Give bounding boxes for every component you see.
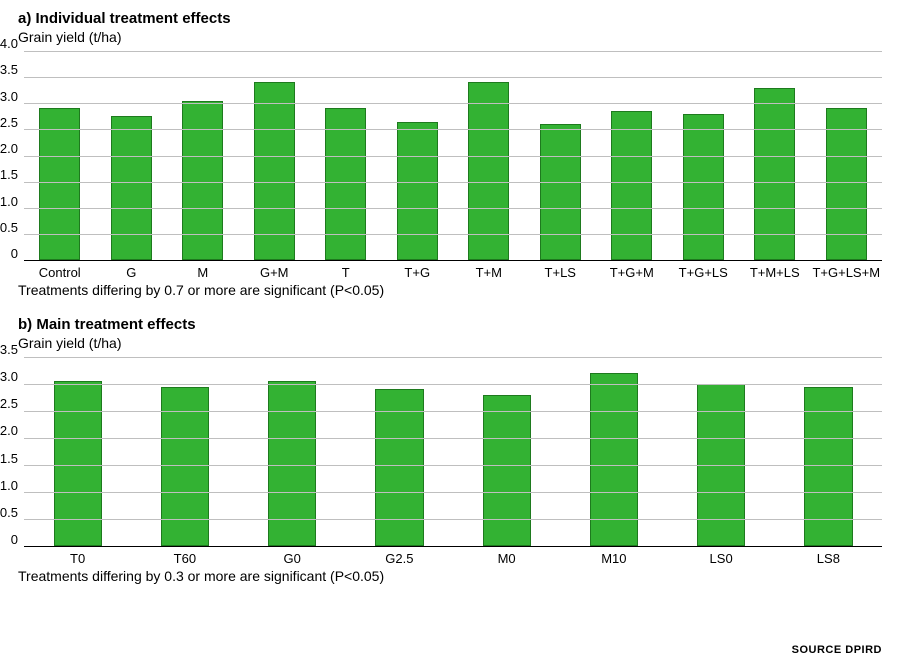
- bar: [182, 101, 223, 260]
- panel-b-x-labels: T0T60G0G2.5M0M10LS0LS8: [24, 551, 882, 566]
- bar: [683, 114, 724, 260]
- x-label: T+G+M: [596, 265, 668, 280]
- x-label: T+M: [453, 265, 525, 280]
- x-label: T+G+LS+M: [811, 265, 883, 280]
- x-label: M: [167, 265, 239, 280]
- grid-line: [24, 384, 882, 385]
- x-label: T+LS: [525, 265, 597, 280]
- x-label: Control: [24, 265, 96, 280]
- bar: [590, 373, 638, 546]
- panel-b-ylabel: Grain yield (t/ha): [18, 335, 882, 351]
- x-label: G: [96, 265, 168, 280]
- x-label: G+M: [239, 265, 311, 280]
- grid-line: [24, 182, 882, 183]
- x-label: T0: [24, 551, 131, 566]
- panel-a-plot: [24, 51, 882, 261]
- grid-line: [24, 411, 882, 412]
- panel-a-x-labels: ControlGMG+MTT+GT+MT+LST+G+MT+G+LST+M+LS…: [24, 265, 882, 280]
- bar-slot: [560, 357, 667, 546]
- bar: [325, 108, 366, 260]
- x-label: LS8: [775, 551, 882, 566]
- grid-line: [24, 103, 882, 104]
- panel-b-caption: Treatments differing by 0.3 or more are …: [18, 568, 882, 584]
- bar: [611, 111, 652, 260]
- panel-a: a) Individual treatment effects Grain yi…: [18, 10, 882, 298]
- bar: [111, 116, 152, 260]
- bar-slot: [668, 357, 775, 546]
- grid-line: [24, 51, 882, 52]
- grid-line: [24, 465, 882, 466]
- bar: [397, 122, 438, 260]
- bar-slot: [346, 357, 453, 546]
- x-label: T+G: [382, 265, 454, 280]
- panel-b-bars: [24, 357, 882, 546]
- bar-slot: [239, 357, 346, 546]
- x-label: T60: [131, 551, 238, 566]
- grid-line: [24, 156, 882, 157]
- panel-a-ylabel: Grain yield (t/ha): [18, 29, 882, 45]
- x-label: M10: [560, 551, 667, 566]
- x-label: LS0: [668, 551, 775, 566]
- x-label: G2.5: [346, 551, 453, 566]
- grid-line: [24, 519, 882, 520]
- x-label: T+M+LS: [739, 265, 811, 280]
- bar: [54, 381, 102, 546]
- panel-b-title: b) Main treatment effects: [18, 316, 882, 333]
- grid-line: [24, 129, 882, 130]
- source-credit: SOURCE DPIRD: [792, 644, 882, 656]
- grid-line: [24, 357, 882, 358]
- grid-line: [24, 492, 882, 493]
- x-label: M0: [453, 551, 560, 566]
- bar-slot: [775, 357, 882, 546]
- panel-b: b) Main treatment effects Grain yield (t…: [18, 316, 882, 584]
- bar-slot: [24, 357, 131, 546]
- x-label: G0: [239, 551, 346, 566]
- grid-line: [24, 438, 882, 439]
- bar: [826, 108, 867, 260]
- panel-b-plot: [24, 357, 882, 547]
- panel-a-title: a) Individual treatment effects: [18, 10, 882, 27]
- panel-a-caption: Treatments differing by 0.7 or more are …: [18, 282, 882, 298]
- x-label: T+G+LS: [668, 265, 740, 280]
- grid-line: [24, 208, 882, 209]
- panel-a-chart: 4.03.53.02.52.01.51.00.50: [18, 51, 882, 261]
- bar: [39, 108, 80, 260]
- bar-slot: [131, 357, 238, 546]
- x-label: T: [310, 265, 382, 280]
- bar: [540, 124, 581, 260]
- bar: [483, 395, 531, 546]
- panel-b-chart: 3.53.02.52.01.51.00.50: [18, 357, 882, 547]
- bar: [268, 381, 316, 546]
- grid-line: [24, 77, 882, 78]
- grid-line: [24, 234, 882, 235]
- bar-slot: [453, 357, 560, 546]
- bar: [375, 389, 423, 546]
